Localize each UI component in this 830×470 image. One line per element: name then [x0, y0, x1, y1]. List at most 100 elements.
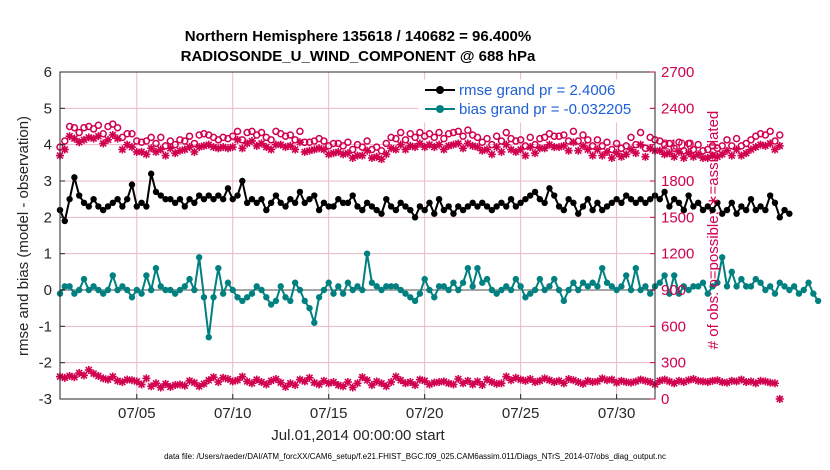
- x-tick-label: 07/30: [598, 405, 636, 422]
- obs-lower-point: [305, 373, 314, 382]
- obs-lower-stroke: [709, 377, 717, 385]
- obs-possible-point: [80, 123, 88, 132]
- bias-point: [781, 283, 788, 290]
- obs-lower-point: [468, 380, 477, 389]
- bias-point: [301, 297, 308, 305]
- obs-assimilated-stroke: [262, 143, 270, 151]
- rmse-point: [599, 206, 606, 214]
- bias-point: [335, 283, 342, 290]
- obs-possible-point: [94, 121, 103, 130]
- obs-lower-stroke: [262, 380, 270, 389]
- x-tick-label: 07/20: [406, 405, 444, 422]
- obs-possible-point: [329, 139, 338, 148]
- bias-point: [339, 290, 347, 297]
- obs-assimilated-point: [727, 151, 736, 160]
- bias-point: [171, 290, 179, 297]
- obs-possible-point: [396, 128, 405, 137]
- obs-assimilated-stroke: [61, 145, 69, 154]
- bias-point: [522, 294, 529, 301]
- obs-lower-point: [247, 379, 256, 388]
- bias-point: [747, 283, 755, 290]
- obs-lower-stroke: [94, 372, 102, 380]
- rmse-point: [162, 195, 169, 203]
- rmse-point: [613, 195, 620, 203]
- obs-assimilated-point: [579, 141, 588, 150]
- rmse-point: [474, 203, 481, 210]
- bias-point: [392, 283, 400, 290]
- bias-point: [291, 279, 299, 286]
- obs-possible-point: [660, 140, 669, 149]
- bias-point: [551, 275, 558, 283]
- y-tick-label: 0: [44, 282, 52, 299]
- bias-point: [61, 283, 68, 290]
- obs-possible-point: [401, 136, 410, 144]
- rmse-point: [354, 203, 361, 210]
- obs-assimilated-stroke: [373, 153, 381, 161]
- obs-lower-point: [775, 395, 784, 403]
- obs-possible-point: [776, 131, 784, 139]
- bias-point: [618, 283, 625, 290]
- bias-point: [800, 286, 807, 294]
- bias-point: [589, 279, 596, 286]
- legend-bias-marker: [436, 105, 444, 113]
- rmse-point: [339, 199, 347, 206]
- rmse-point: [551, 192, 558, 199]
- obs-assimilated-point: [665, 149, 674, 158]
- obs-assimilated-point: [674, 147, 683, 156]
- obs-lower-stroke: [66, 372, 74, 380]
- series-layer: [56, 120, 822, 403]
- obs-assimilated-stroke: [728, 152, 736, 160]
- bias-point: [119, 283, 126, 290]
- obs-possible-point: [464, 126, 472, 134]
- bias-point: [483, 275, 491, 283]
- obs-possible-point: [603, 138, 611, 146]
- obs-lower-stroke: [147, 382, 155, 390]
- obs-assimilated-stroke: [286, 142, 294, 150]
- obs-lower-point: [281, 382, 290, 391]
- rmse-point: [579, 203, 587, 210]
- obs-lower-stroke: [771, 379, 779, 387]
- obs-assimilated-point: [60, 145, 69, 154]
- bias-point: [728, 268, 735, 276]
- y-axis-label: rmse and bias (model - observation): [15, 116, 32, 356]
- obs-assimilated-point: [257, 139, 266, 148]
- obs-lower-point: [770, 379, 779, 388]
- bias-point: [128, 294, 136, 301]
- rmse-point: [378, 210, 385, 217]
- obs-lower-point: [262, 380, 271, 389]
- obs-assimilated-stroke: [416, 139, 424, 148]
- obs-possible-point: [560, 131, 568, 139]
- obs-assimilated-stroke: [656, 147, 664, 155]
- obs-assimilated-stroke: [142, 150, 150, 158]
- rmse-point: [431, 210, 438, 217]
- rmse-point: [690, 203, 697, 210]
- obs-lower-stroke: [761, 377, 769, 386]
- bias-point: [599, 265, 606, 272]
- obs-assimilated-point: [411, 143, 420, 152]
- obs-possible-point: [372, 143, 381, 151]
- rmse-point: [608, 199, 616, 206]
- obs-lower-stroke: [190, 379, 198, 387]
- bias-point: [488, 286, 496, 294]
- bias-point: [541, 286, 548, 294]
- rmse-point: [493, 203, 500, 210]
- y-tick-label: 1: [44, 246, 52, 263]
- obs-possible-point: [665, 139, 674, 148]
- obs-lower-stroke: [219, 374, 227, 382]
- y2-tick-label: 300: [661, 355, 686, 372]
- obs-possible-point: [181, 137, 189, 145]
- rmse-point: [714, 199, 721, 206]
- obs-assimilated-point: [569, 138, 578, 147]
- y-tick-label: 5: [44, 100, 52, 117]
- rmse-point: [603, 203, 611, 210]
- obs-assimilated-stroke: [94, 132, 102, 140]
- obs-lower-stroke: [421, 377, 429, 385]
- obs-possible-point: [406, 130, 415, 138]
- rmse-point: [589, 206, 596, 214]
- chart-subtitle: RADIOSONDE_U_WIND_COMPONENT @ 688 hPa: [181, 48, 536, 65]
- obs-possible-point: [766, 127, 774, 136]
- x-tick-label: 07/15: [310, 405, 348, 422]
- obs-lower-stroke: [526, 375, 534, 383]
- obs-lower-stroke: [142, 374, 150, 382]
- obs-lower-stroke: [334, 381, 342, 389]
